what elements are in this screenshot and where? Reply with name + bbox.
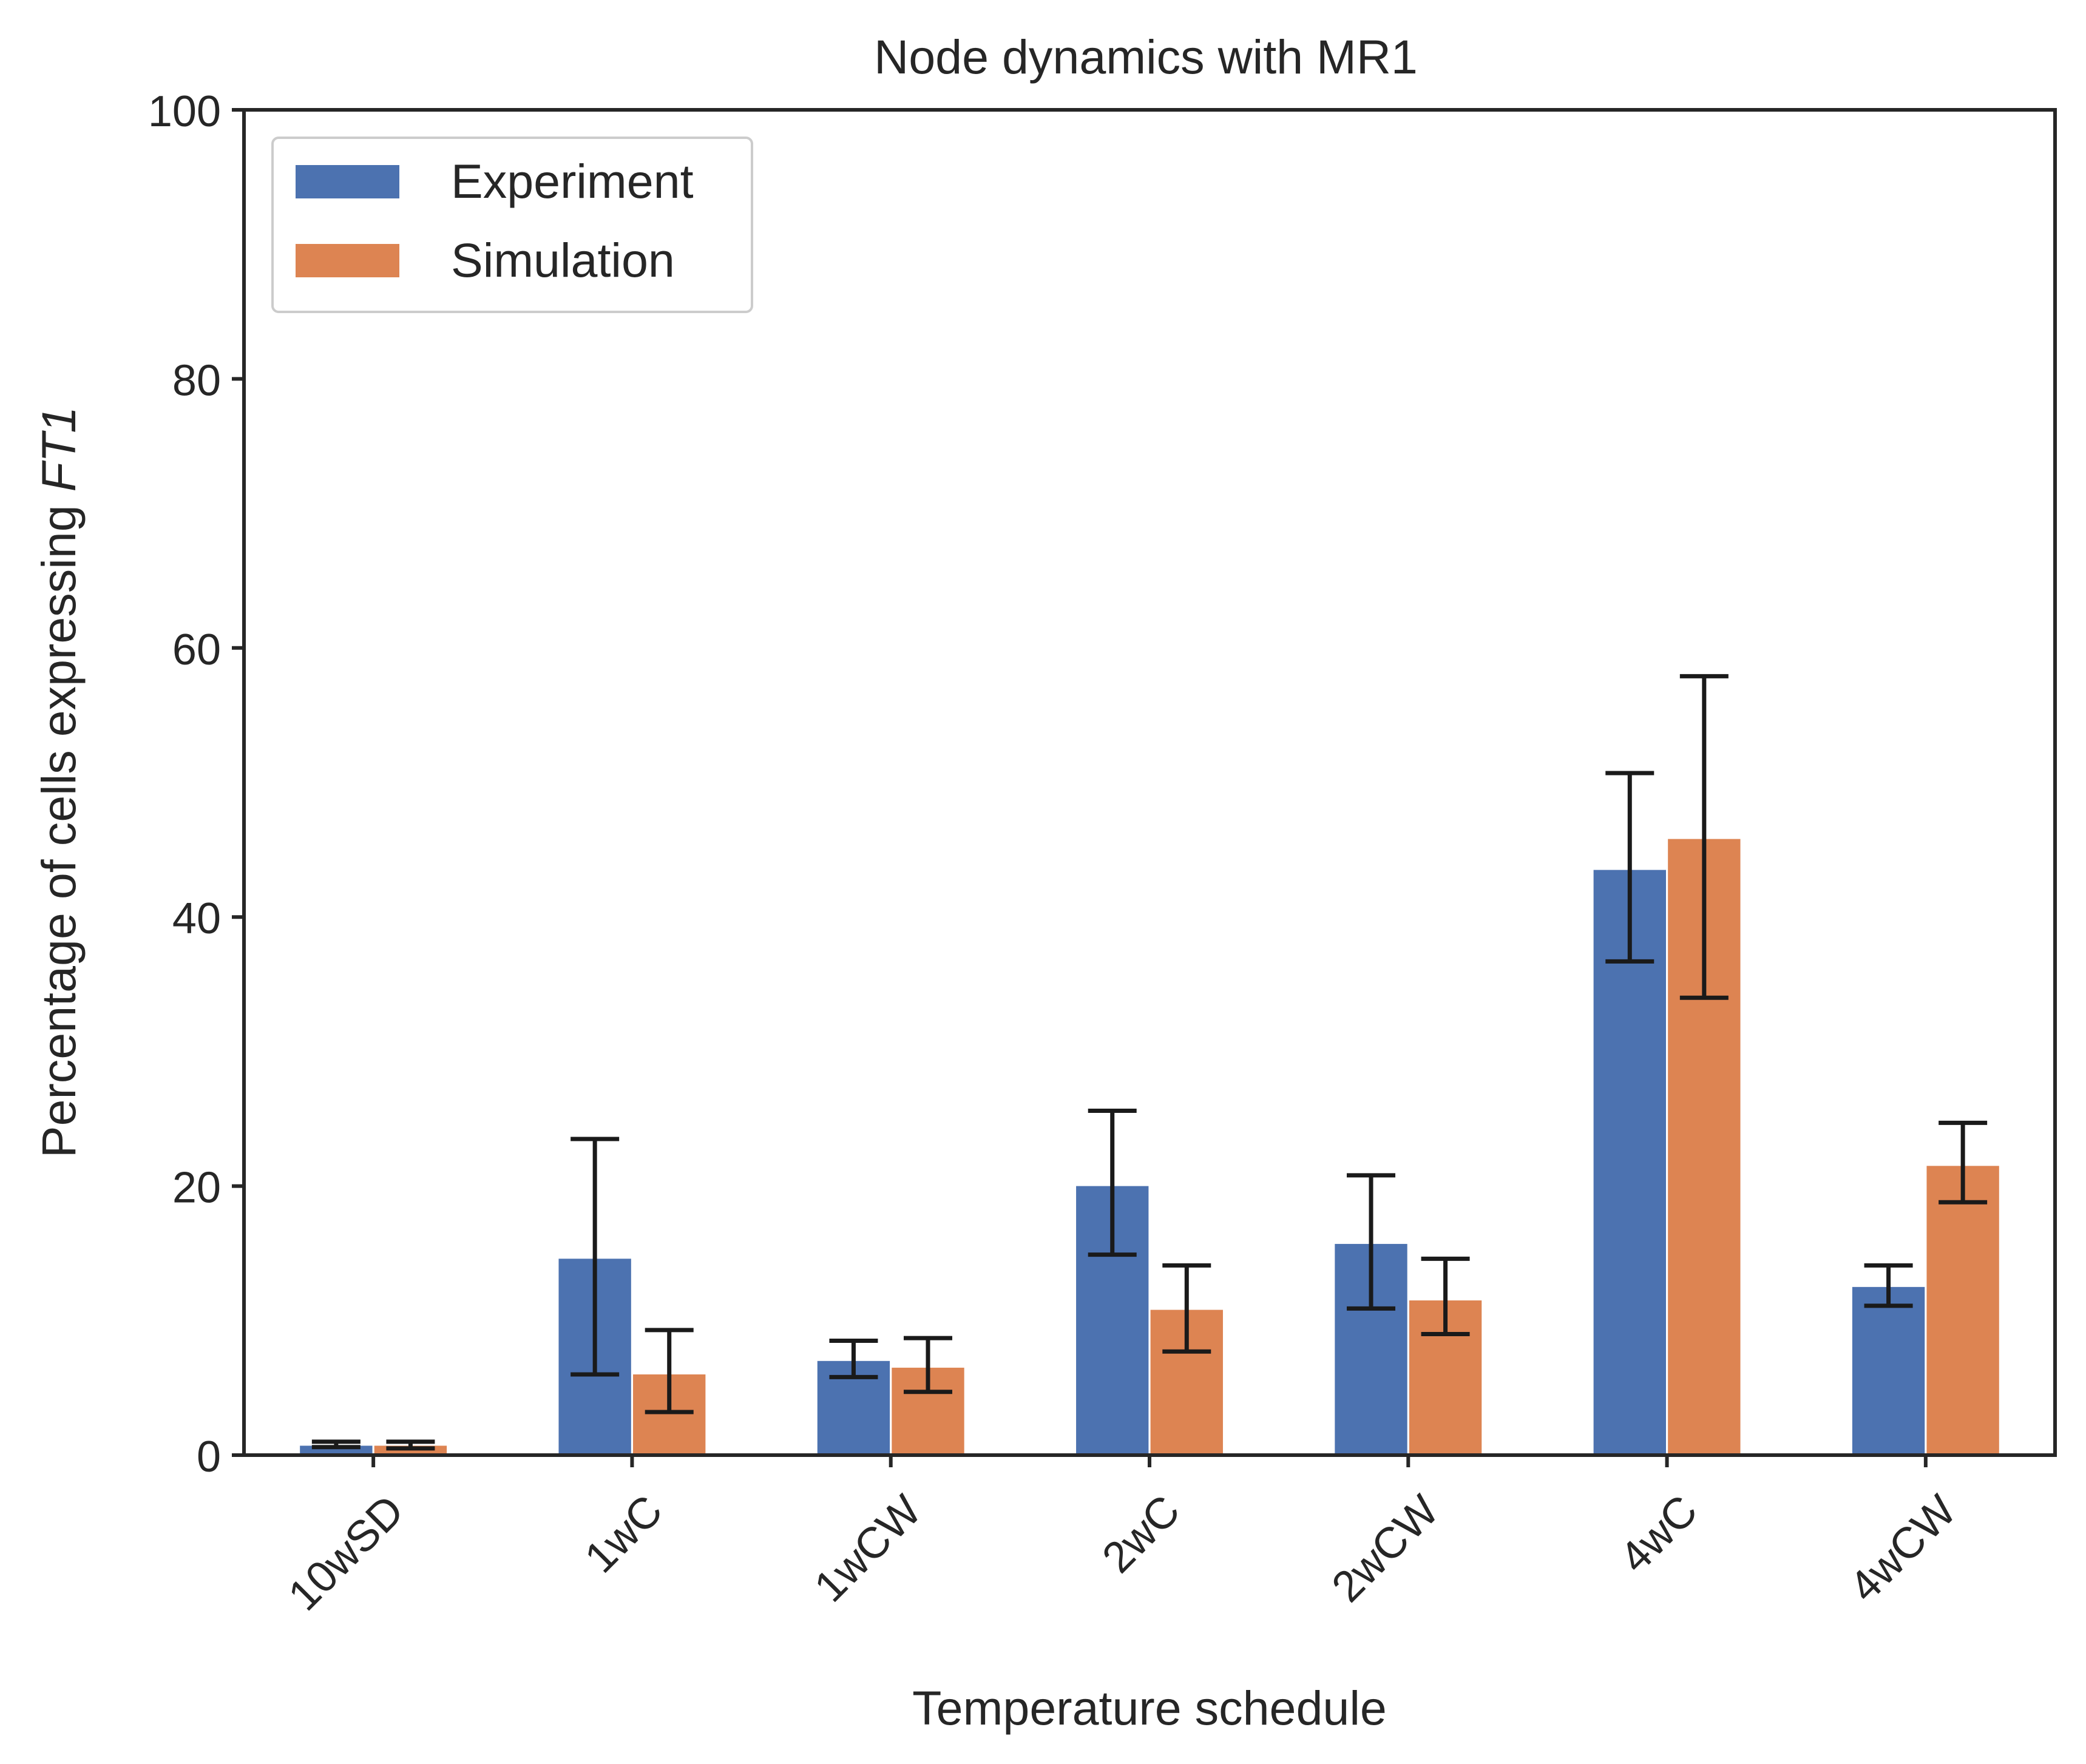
y-tick-label: 60	[172, 626, 221, 674]
errorbar-experiment-4wc	[1605, 771, 1654, 964]
legend-swatch-experiment	[296, 165, 399, 198]
errorbar-experiment-2wcw	[1347, 1173, 1396, 1311]
errorbar-simulation-2wcw	[1421, 1256, 1470, 1336]
bar-experiment-4wcw	[1852, 1286, 1925, 1455]
errorbar-experiment-1wcw	[829, 1339, 878, 1379]
y-tick-label: 0	[197, 1433, 221, 1481]
y-tick-label: 40	[172, 894, 221, 943]
errorbar-simulation-4wc	[1679, 674, 1729, 1000]
y-tick-label: 80	[172, 356, 221, 405]
y-tick-label: 100	[148, 87, 221, 136]
x-axis-label: Temperature schedule	[912, 1681, 1387, 1735]
errorbar-experiment-4wcw	[1864, 1263, 1913, 1308]
y-axis-label-italic: FT1	[32, 407, 86, 492]
errorbar-simulation-4wcw	[1939, 1120, 1988, 1205]
legend: Experiment Simulation	[271, 137, 753, 313]
legend-label-experiment: Experiment	[451, 154, 694, 208]
bar-simulation-4wcw	[1926, 1166, 1999, 1455]
chart-title: Node dynamics with MR1	[874, 30, 1418, 84]
errorbar-simulation-10wsd	[386, 1439, 435, 1451]
y-axis-label-main: Percentage of cells expressing	[32, 492, 86, 1158]
y-axis-label: Percentage of cells expressing FT1	[32, 407, 86, 1158]
errorbar-simulation-1wcw	[903, 1336, 952, 1394]
errorbars-layer	[311, 674, 1988, 1451]
errorbar-experiment-2wc	[1088, 1108, 1137, 1257]
errorbar-experiment-10wsd	[311, 1439, 361, 1450]
bar-experiment-4wc	[1593, 870, 1666, 1455]
errorbar-simulation-2wc	[1162, 1263, 1211, 1354]
legend-label-simulation: Simulation	[451, 233, 675, 287]
errorbar-simulation-1wc	[645, 1328, 694, 1414]
y-axis: 0 20 40 60 80 100	[148, 87, 244, 1481]
y-tick-label: 20	[172, 1164, 221, 1212]
errorbar-experiment-1wc	[571, 1137, 620, 1377]
legend-swatch-simulation	[296, 244, 399, 277]
